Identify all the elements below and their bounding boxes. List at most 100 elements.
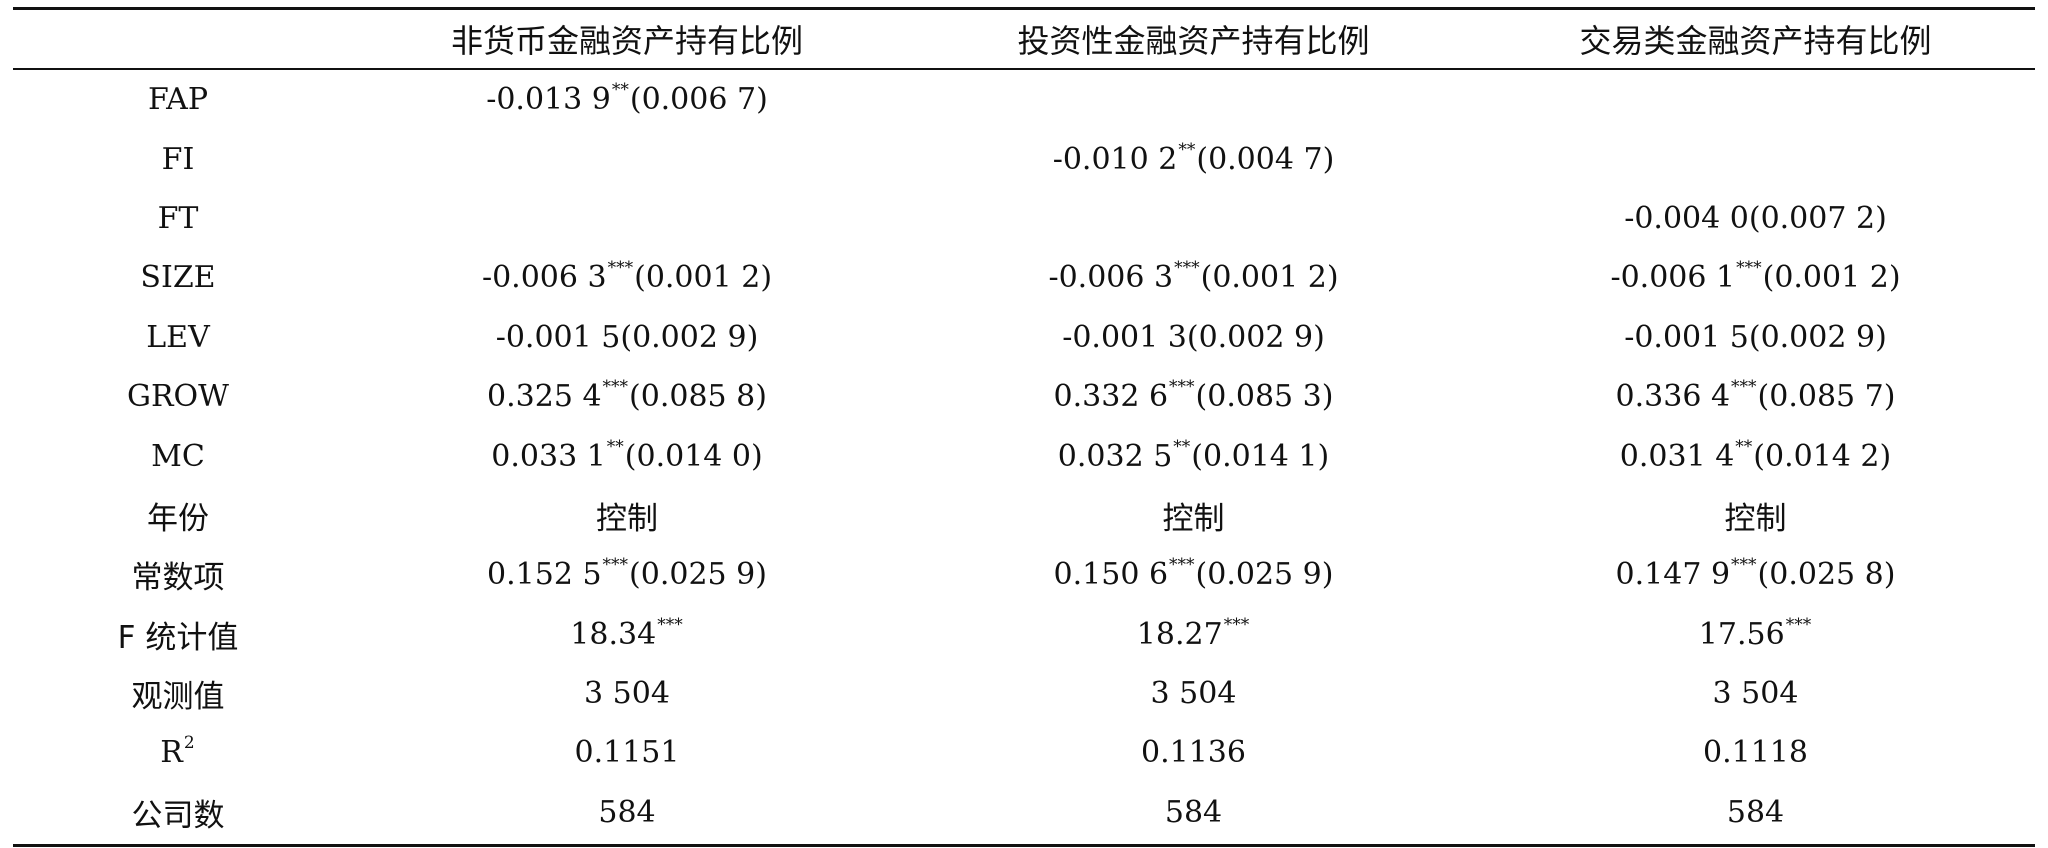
value-cell: -0.013 9**(0.006 7) bbox=[343, 70, 911, 129]
coefficient: 控制 bbox=[1162, 500, 1225, 537]
row-label-cell: R2 bbox=[13, 723, 343, 782]
value-cell: -0.001 5(0.002 9) bbox=[1476, 308, 2035, 367]
coefficient: 0.1118 bbox=[1703, 735, 1808, 771]
coefficient: 0.147 9 bbox=[1615, 557, 1731, 593]
row-label: FAP bbox=[147, 82, 209, 118]
standard-error: (0.001 2) bbox=[1200, 260, 1339, 296]
significance-stars: ** bbox=[606, 436, 624, 457]
value-cell: 0.147 9***(0.025 8) bbox=[1476, 545, 2035, 604]
coefficient: 0.032 5 bbox=[1057, 438, 1173, 474]
coefficient: 控制 bbox=[596, 500, 658, 537]
value-cell: 0.1151 bbox=[343, 723, 911, 782]
value-cell: 0.032 5**(0.014 1) bbox=[911, 426, 1476, 485]
coefficient: 0.325 4 bbox=[487, 379, 602, 415]
significance-stars: *** bbox=[1731, 377, 1757, 398]
table-row: 常数项 0.152 5***(0.025 9) 0.150 6***(0.025 9… bbox=[13, 545, 2035, 604]
coefficient: -0.001 3 bbox=[1062, 319, 1187, 355]
table-row: LEV -0.001 5(0.002 9) -0.001 3(0.002 9) -0.… bbox=[13, 308, 2035, 367]
coefficient: -0.004 0 bbox=[1624, 200, 1749, 236]
value-cell: -0.006 3***(0.001 2) bbox=[911, 248, 1476, 307]
value-cell bbox=[1476, 70, 2035, 129]
table-row: F 统计值 18.34*** 18.27*** 17.56*** bbox=[13, 605, 2035, 664]
value-cell: 0.1118 bbox=[1476, 723, 2035, 782]
row-label: FT bbox=[157, 200, 199, 236]
significance-stars: ** bbox=[1173, 436, 1191, 457]
coefficient: 0.332 6 bbox=[1053, 379, 1169, 415]
value-cell: -0.006 3***(0.001 2) bbox=[343, 248, 911, 307]
row-label-cell: FAP bbox=[13, 70, 343, 129]
bottom-rule bbox=[13, 844, 2035, 847]
value-cell: 18.27*** bbox=[911, 605, 1476, 664]
value-cell: 584 bbox=[343, 783, 911, 842]
row-label: 年份 bbox=[147, 500, 209, 537]
standard-error: (0.085 8) bbox=[629, 379, 767, 415]
table-row: FAP -0.013 9**(0.006 7) bbox=[13, 70, 2035, 129]
coefficient: 3 504 bbox=[1150, 676, 1237, 712]
header-rule bbox=[13, 68, 2035, 70]
row-label: 公司数 bbox=[131, 797, 225, 834]
header-cell-trading-ratio: 交易类金融资产持有比例 bbox=[1579, 21, 1932, 60]
row-label-cell: GROW bbox=[13, 367, 343, 426]
standard-error: (0.002 9) bbox=[1186, 319, 1325, 355]
row-label-cell: FT bbox=[13, 189, 343, 248]
standard-error: (0.002 9) bbox=[1748, 319, 1887, 355]
coefficient: 0.150 6 bbox=[1053, 557, 1169, 593]
header-cell-non-monetary-ratio: 非货币金融资产持有比例 bbox=[450, 21, 803, 60]
significance-stars: *** bbox=[1785, 614, 1812, 635]
significance-stars: ** bbox=[1735, 436, 1753, 457]
row-label: 常数项 bbox=[131, 560, 225, 597]
value-cell: 0.325 4***(0.085 8) bbox=[343, 367, 911, 426]
standard-error: (0.085 3) bbox=[1195, 379, 1334, 415]
value-cell: -0.004 0(0.007 2) bbox=[1476, 189, 2035, 248]
standard-error: (0.001 2) bbox=[634, 260, 773, 296]
standard-error: (0.014 1) bbox=[1191, 438, 1330, 474]
row-label: FI bbox=[161, 141, 195, 177]
coefficient: -0.010 2 bbox=[1052, 141, 1178, 177]
coefficient: -0.001 5 bbox=[1624, 319, 1749, 355]
standard-error: (0.001 2) bbox=[1762, 260, 1901, 296]
significance-stars: *** bbox=[1731, 555, 1757, 576]
table-row: FI -0.010 2**(0.004 7) bbox=[13, 129, 2035, 188]
significance-stars: ** bbox=[1178, 139, 1196, 160]
table-body: FAP -0.013 9**(0.006 7) FI -0.010 2**(0.004… bbox=[13, 70, 2035, 842]
significance-stars: *** bbox=[1736, 258, 1762, 279]
value-cell: -0.006 1***(0.001 2) bbox=[1476, 248, 2035, 307]
value-cell: 0.332 6***(0.085 3) bbox=[911, 367, 1476, 426]
coefficient: 0.033 1 bbox=[491, 438, 606, 474]
value-cell: 3 504 bbox=[343, 664, 911, 723]
table-row: FT -0.004 0(0.007 2) bbox=[13, 189, 2035, 248]
coefficient: 584 bbox=[1164, 794, 1223, 830]
standard-error: (0.025 9) bbox=[1195, 557, 1334, 593]
row-label: F 统计值 bbox=[117, 619, 239, 656]
value-cell: 控制 bbox=[1476, 486, 2035, 545]
value-cell: 17.56*** bbox=[1476, 605, 2035, 664]
value-cell bbox=[343, 189, 911, 248]
standard-error: (0.014 0) bbox=[624, 438, 763, 474]
value-cell: 0.152 5***(0.025 9) bbox=[343, 545, 911, 604]
significance-stars: *** bbox=[1223, 614, 1250, 635]
row-label-cell: FI bbox=[13, 129, 343, 188]
header-row: 非货币金融资产持有比例 投资性金融资产持有比例 交易类金融资产持有比例 bbox=[13, 7, 2035, 70]
coefficient: 18.34 bbox=[570, 616, 657, 652]
table-row: SIZE -0.006 3***(0.001 2) -0.006 3***(0.00… bbox=[13, 248, 2035, 307]
significance-stars: *** bbox=[1169, 377, 1195, 398]
standard-error: (0.002 9) bbox=[620, 319, 759, 355]
significance-stars: *** bbox=[1169, 555, 1195, 576]
value-cell bbox=[343, 129, 911, 188]
coefficient: 584 bbox=[598, 794, 656, 830]
row-label-cell: 常数项 bbox=[13, 545, 343, 604]
row-label: MC bbox=[151, 438, 205, 474]
value-cell: -0.001 3(0.002 9) bbox=[911, 308, 1476, 367]
standard-error: (0.025 9) bbox=[629, 557, 767, 593]
significance-stars: *** bbox=[657, 614, 683, 635]
row-label-cell: 年份 bbox=[13, 486, 343, 545]
coefficient: -0.006 3 bbox=[1048, 260, 1174, 296]
value-cell: 0.336 4***(0.085 7) bbox=[1476, 367, 2035, 426]
regression-table: 非货币金融资产持有比例 投资性金融资产持有比例 交易类金融资产持有比例 FAP -… bbox=[13, 7, 2035, 842]
coefficient: 17.56 bbox=[1698, 616, 1785, 652]
table-row: 公司数 584 584 584 bbox=[13, 783, 2035, 842]
significance-stars: *** bbox=[1174, 258, 1200, 279]
table-row: GROW 0.325 4***(0.085 8) 0.332 6***(0.085 … bbox=[13, 367, 2035, 426]
coefficient: 0.1151 bbox=[574, 735, 680, 771]
value-cell: 0.031 4**(0.014 2) bbox=[1476, 426, 2035, 485]
